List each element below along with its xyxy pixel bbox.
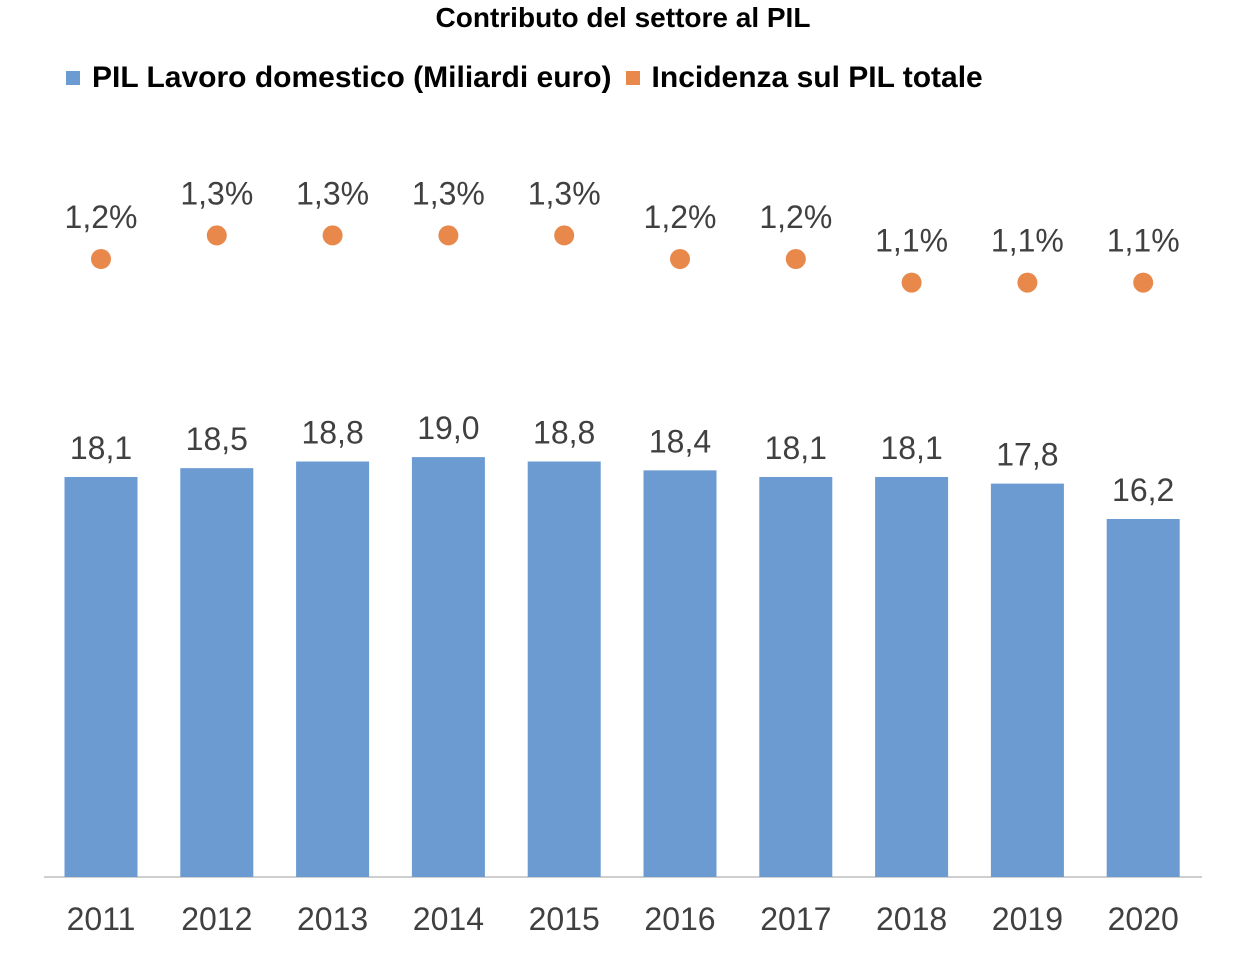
dot-2014 [438, 225, 459, 246]
legend-item-incidenza: Incidenza sul PIL totale [625, 61, 983, 95]
x-tick-label: 2017 [760, 901, 831, 937]
bar-2013 [296, 461, 370, 877]
bar-value-label: 18,4 [649, 423, 711, 459]
legend-label-pil: PIL Lavoro domestico (Miliardi euro) [92, 61, 612, 94]
x-tick-label: 2014 [413, 901, 484, 937]
x-tick-label: 2015 [529, 901, 600, 937]
dot-value-label: 1,2% [644, 199, 717, 235]
bar-2020 [1106, 518, 1180, 877]
bar-value-label: 18,1 [765, 430, 827, 466]
dot-value-label: 1,1% [991, 223, 1064, 259]
bar-value-label: 18,1 [880, 430, 942, 466]
dot-2018 [901, 272, 922, 293]
dot-2019 [1017, 272, 1038, 293]
bar-2011 [64, 476, 138, 877]
bar-value-label: 16,2 [1112, 472, 1174, 508]
dot-2015 [554, 225, 575, 246]
bar-2018 [875, 476, 949, 877]
dot-value-label: 1,1% [1107, 223, 1180, 259]
bar-value-label: 19,0 [417, 410, 479, 446]
bar-2017 [759, 476, 833, 877]
bar-2015 [527, 461, 601, 877]
legend-swatch-pil [66, 71, 80, 85]
dot-value-label: 1,1% [875, 223, 948, 259]
dot-value-label: 1,3% [180, 175, 253, 211]
x-tick-label: 2012 [181, 901, 252, 937]
legend: PIL Lavoro domestico (Miliardi euro) Inc… [66, 58, 997, 98]
bar-2016 [643, 470, 717, 877]
chart-title: Contributo del settore al PIL [435, 2, 811, 33]
dot-2012 [206, 225, 227, 246]
bar-2019 [990, 483, 1064, 877]
dot-value-label: 1,3% [412, 175, 485, 211]
legend-swatch-incidenza [625, 71, 640, 85]
dot-value-label: 1,3% [528, 175, 601, 211]
x-tick-label: 2016 [644, 901, 715, 937]
x-tick-label: 2011 [67, 901, 136, 937]
bar-value-label: 18,8 [533, 415, 595, 451]
dot-2017 [785, 249, 806, 269]
bar-value-label: 17,8 [996, 437, 1058, 473]
bar-value-label: 18,1 [70, 430, 132, 466]
dot-2020 [1133, 272, 1154, 293]
x-tick-label: 2013 [297, 901, 368, 937]
legend-label-incidenza: Incidenza sul PIL totale [651, 61, 983, 94]
dot-value-label: 1,2% [65, 199, 138, 235]
bar-2012 [180, 468, 254, 877]
dot-value-label: 1,2% [759, 199, 832, 235]
dot-2011 [91, 249, 111, 269]
bar-value-label: 18,8 [301, 415, 363, 451]
dot-value-label: 1,3% [296, 175, 369, 211]
x-tick-label: 2020 [1108, 901, 1179, 937]
bar-value-label: 18,5 [186, 421, 248, 457]
legend-item-pil: PIL Lavoro domestico (Miliardi euro) [66, 61, 612, 95]
dot-2016 [670, 249, 690, 269]
x-tick-label: 2018 [876, 901, 947, 937]
dot-2013 [322, 225, 343, 246]
bar-2014 [411, 457, 485, 877]
x-tick-label: 2019 [992, 901, 1063, 937]
